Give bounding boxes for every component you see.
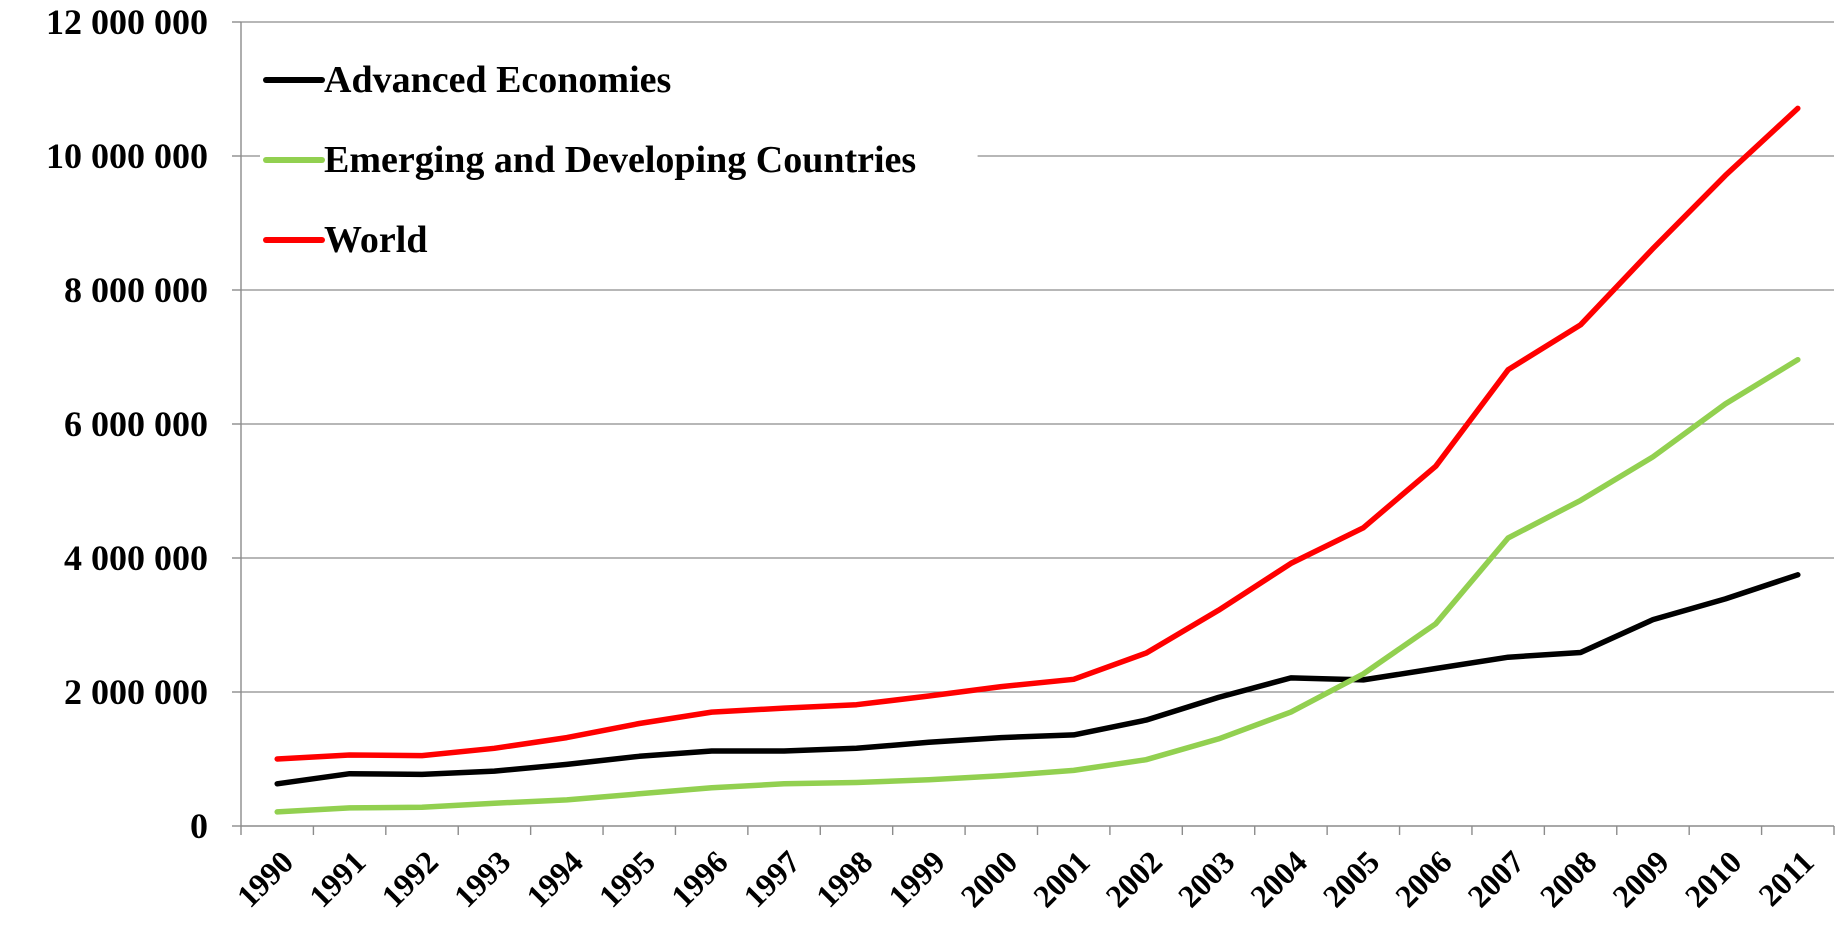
legend-label-world: World — [324, 219, 427, 261]
x-tick-label-2002: 2002 — [1098, 843, 1169, 914]
x-tick-label-1991: 1991 — [302, 843, 373, 914]
x-tick-label-2001: 2001 — [1026, 843, 1097, 914]
x-tick-label-1995: 1995 — [591, 843, 662, 914]
x-tick-label-1998: 1998 — [809, 843, 880, 914]
x-tick-label-2007: 2007 — [1460, 843, 1531, 914]
x-tick-label-2000: 2000 — [954, 843, 1025, 914]
series-line-advanced-economies — [274, 572, 1801, 787]
x-tick-label-1997: 1997 — [736, 843, 807, 914]
x-tick-label-2003: 2003 — [1171, 843, 1242, 914]
x-tick-label-1994: 1994 — [519, 843, 590, 914]
x-tick-label-2010: 2010 — [1678, 843, 1749, 914]
x-tick-label-2009: 2009 — [1605, 843, 1676, 914]
y-tick-label-3: 6 000 000 — [64, 404, 208, 444]
x-tick-label-2011: 2011 — [1751, 843, 1820, 912]
y-tick-label-5: 10 000 000 — [46, 136, 208, 176]
x-tick-label-2008: 2008 — [1533, 843, 1604, 914]
legend: Advanced Economies Emerging and Developin… — [260, 50, 978, 266]
axes: 0 2 000 000 4 000 000 6 000 000 8 000 000 10 … — [46, 2, 1835, 914]
y-tick-label-4: 8 000 000 — [64, 270, 208, 310]
y-tick-label-2: 4 000 000 — [64, 538, 208, 578]
x-tick-label-1993: 1993 — [447, 843, 518, 914]
series-line-world — [274, 105, 1801, 762]
x-tick-label-1990: 1990 — [229, 843, 300, 914]
x-tick-label-2006: 2006 — [1388, 843, 1459, 914]
y-tick-label-0: 0 — [190, 806, 208, 846]
x-tick-label-2005: 2005 — [1316, 843, 1387, 914]
y-tick-label-1: 2 000 000 — [64, 672, 208, 712]
y-tick-label-6: 12 000 000 — [46, 2, 208, 42]
legend-bg-emerging-and-developing-countries — [260, 130, 978, 186]
gridlines — [241, 21, 1834, 693]
x-tick-label-1996: 1996 — [664, 843, 735, 914]
legend-bg-advanced-economies — [260, 50, 690, 106]
x-tick-label-1992: 1992 — [374, 843, 445, 914]
series-lines — [274, 105, 1801, 815]
legend-label-emerging-and-developing-countries: Emerging and Developing Countries — [324, 139, 916, 181]
x-tick-label-2004: 2004 — [1243, 843, 1314, 914]
x-tick-label-1999: 1999 — [881, 843, 952, 914]
series-line-emerging-and-developing-countries — [274, 356, 1801, 815]
legend-label-advanced-economies: Advanced Economies — [324, 59, 671, 101]
